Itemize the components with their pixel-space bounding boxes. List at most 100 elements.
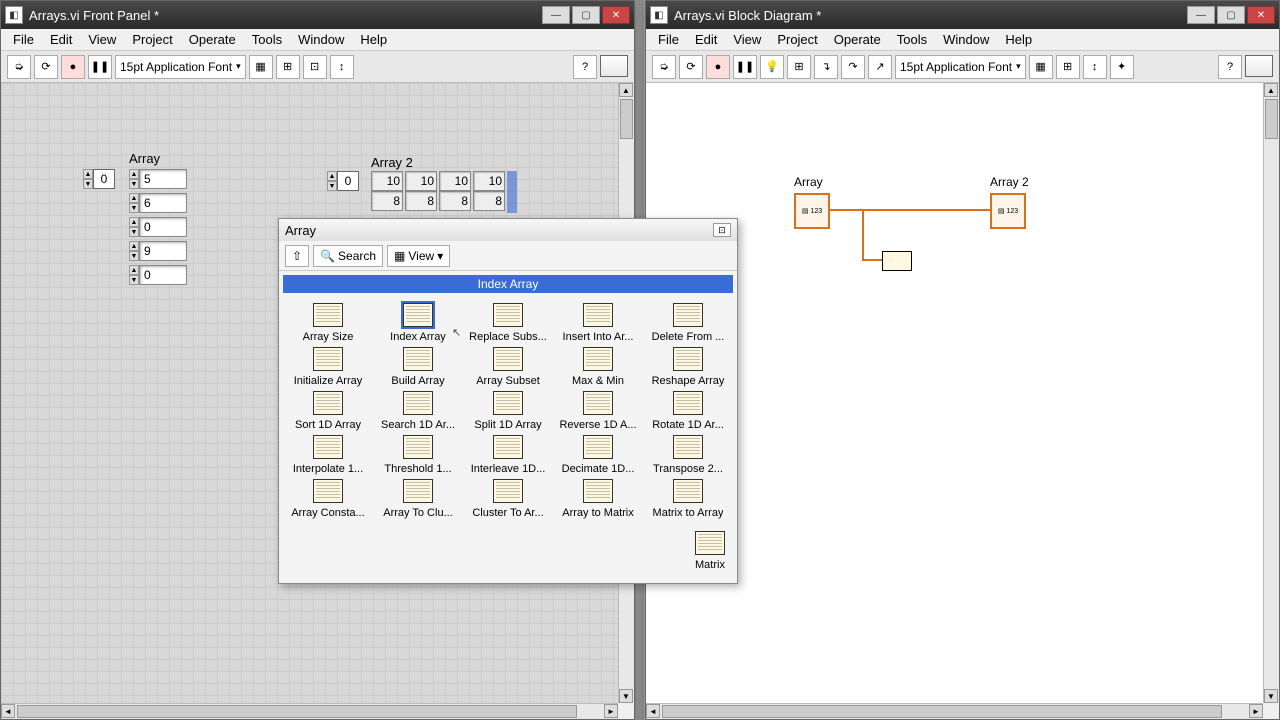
palette-item-insert-into-ar[interactable]: Insert Into Ar...	[553, 301, 643, 345]
menu-help[interactable]: Help	[352, 30, 395, 49]
menu-edit[interactable]: Edit	[42, 30, 80, 49]
menu-operate[interactable]: Operate	[181, 30, 244, 49]
up-icon[interactable]: ▲	[327, 171, 337, 181]
minimize-button[interactable]: —	[542, 6, 570, 24]
array1-cell-1[interactable]: 6	[139, 193, 187, 213]
array2-cell-0-3[interactable]: 10	[473, 171, 505, 191]
distribute-button[interactable]: ⊞	[276, 55, 300, 79]
bd-array-node[interactable]: ▤ 123	[794, 193, 830, 229]
menu-window[interactable]: Window	[935, 30, 997, 49]
scroll-right-icon[interactable]: ►	[604, 704, 618, 718]
array2-cell-0-0[interactable]: 10	[371, 171, 403, 191]
scroll-up-icon[interactable]: ▲	[1264, 83, 1278, 97]
bd-wire-3[interactable]	[862, 259, 882, 261]
array2-cell-1-1[interactable]: 8	[405, 191, 437, 211]
menu-help[interactable]: Help	[997, 30, 1040, 49]
array2-grid[interactable]: 10 10 10 10 8 8 8 8	[371, 171, 505, 211]
vi-icon[interactable]	[600, 55, 628, 77]
palette-item-array-subset[interactable]: Array Subset	[463, 345, 553, 389]
array1-cell-3[interactable]: 9	[139, 241, 187, 261]
palette-item-array-to-clu[interactable]: Array To Clu...	[373, 477, 463, 521]
up-icon[interactable]: ▲	[83, 169, 93, 179]
array2-cell-1-0[interactable]: 8	[371, 191, 403, 211]
bd-wire-1[interactable]	[830, 209, 990, 211]
down-icon[interactable]: ▼	[327, 181, 337, 191]
palette-item-sort-1d-array[interactable]: Sort 1D Array	[283, 389, 373, 433]
array1-cell-2[interactable]: 0	[139, 217, 187, 237]
distribute-button[interactable]: ⊞	[1056, 55, 1080, 79]
pause-button[interactable]: ❚❚	[88, 55, 112, 79]
resize-button[interactable]: ⊡	[303, 55, 327, 79]
palette-item-index-array[interactable]: Index Array	[373, 301, 463, 345]
palette-item-replace-subs[interactable]: Replace Subs...	[463, 301, 553, 345]
step-into-button[interactable]: ↴	[814, 55, 838, 79]
palette-item-initialize-array[interactable]: Initialize Array	[283, 345, 373, 389]
palette-item-array-to-matrix[interactable]: Array to Matrix	[553, 477, 643, 521]
palette-item-interpolate-1[interactable]: Interpolate 1...	[283, 433, 373, 477]
reorder-button[interactable]: ↕	[330, 55, 354, 79]
palette-item-split-1d-array[interactable]: Split 1D Array	[463, 389, 553, 433]
bd-array2-node[interactable]: ▤ 123	[990, 193, 1026, 229]
menu-operate[interactable]: Operate	[826, 30, 889, 49]
scroll-right-icon[interactable]: ►	[1249, 704, 1263, 718]
palette-item-decimate-1d[interactable]: Decimate 1D...	[553, 433, 643, 477]
scroll-thumb-h[interactable]	[662, 705, 1222, 718]
array1-cell-0[interactable]: 5	[139, 169, 187, 189]
step-out-button[interactable]: ↗	[868, 55, 892, 79]
scroll-down-icon[interactable]: ▼	[1264, 689, 1278, 703]
bd-index-array-func[interactable]	[882, 251, 912, 271]
scroll-left-icon[interactable]: ◄	[646, 704, 660, 718]
abort-button[interactable]: ●	[706, 55, 730, 79]
menu-view[interactable]: View	[80, 30, 124, 49]
menu-window[interactable]: Window	[290, 30, 352, 49]
run-continuous-button[interactable]: ⟳	[679, 55, 703, 79]
vi-icon[interactable]	[1245, 55, 1273, 77]
array1-index-value[interactable]: 0	[93, 169, 115, 189]
menu-view[interactable]: View	[725, 30, 769, 49]
reorder-button[interactable]: ↕	[1083, 55, 1107, 79]
align-button[interactable]: ▦	[1029, 55, 1053, 79]
font-selector[interactable]: 15pt Application Font	[895, 55, 1026, 79]
run-button[interactable]: ➭	[652, 55, 676, 79]
palette-item-reshape-array[interactable]: Reshape Array	[643, 345, 733, 389]
run-button[interactable]: ➭	[7, 55, 31, 79]
menu-project[interactable]: Project	[769, 30, 825, 49]
retain-wire-button[interactable]: ⊞	[787, 55, 811, 79]
array2-cell-0-1[interactable]: 10	[405, 171, 437, 191]
array1-cell-4[interactable]: 0	[139, 265, 187, 285]
palette-item-max-min[interactable]: Max & Min	[553, 345, 643, 389]
maximize-button[interactable]: ▢	[572, 6, 600, 24]
scroll-left-icon[interactable]: ◄	[1, 704, 15, 718]
align-button[interactable]: ▦	[249, 55, 273, 79]
highlight-button[interactable]: 💡	[760, 55, 784, 79]
palette-pin-button[interactable]: ⊡	[713, 223, 731, 237]
array2-index-value[interactable]: 0	[337, 171, 359, 191]
palette-item-transpose-2[interactable]: Transpose 2...	[643, 433, 733, 477]
step-over-button[interactable]: ↷	[841, 55, 865, 79]
palette-up-button[interactable]: ⇧	[285, 245, 309, 267]
close-button[interactable]: ✕	[602, 6, 630, 24]
scroll-thumb-v[interactable]	[620, 99, 633, 139]
bd-scrollbar-v[interactable]: ▲ ▼	[1263, 83, 1279, 703]
menu-file[interactable]: File	[5, 30, 42, 49]
fp-scrollbar-h[interactable]: ◄ ►	[1, 703, 618, 719]
scroll-thumb-h[interactable]	[17, 705, 577, 718]
menu-tools[interactable]: Tools	[244, 30, 290, 49]
menu-tools[interactable]: Tools	[889, 30, 935, 49]
palette-item-build-array[interactable]: Build Array	[373, 345, 463, 389]
array2-cell-1-2[interactable]: 8	[439, 191, 471, 211]
palette-item-matrix-to-array[interactable]: Matrix to Array	[643, 477, 733, 521]
maximize-button[interactable]: ▢	[1217, 6, 1245, 24]
palette-item-reverse-1d-a[interactable]: Reverse 1D A...	[553, 389, 643, 433]
palette-search-button[interactable]: 🔍 Search	[313, 245, 383, 267]
array2-cell-0-2[interactable]: 10	[439, 171, 471, 191]
palette-item-interleave-1d[interactable]: Interleave 1D...	[463, 433, 553, 477]
palette-item-threshold-1[interactable]: Threshold 1...	[373, 433, 463, 477]
palette-item-cluster-to-ar[interactable]: Cluster To Ar...	[463, 477, 553, 521]
array1-index[interactable]: ▲▼ 0	[83, 169, 115, 189]
palette-view-button[interactable]: ▦ View▾	[387, 245, 450, 267]
array2-cell-1-3[interactable]: 8	[473, 191, 505, 211]
run-continuous-button[interactable]: ⟳	[34, 55, 58, 79]
scroll-thumb-v[interactable]	[1265, 99, 1278, 139]
context-help-button[interactable]: ?	[1218, 55, 1242, 79]
